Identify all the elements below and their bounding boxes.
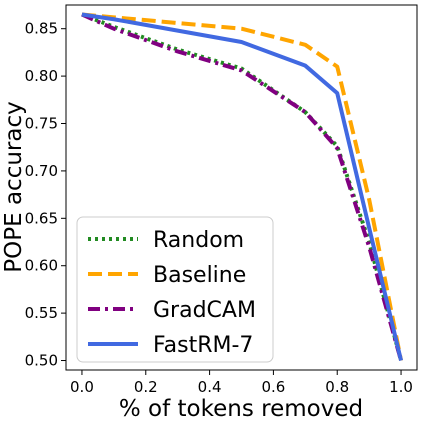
legend: Random Baseline GradCAM FastRM-7 [76, 216, 274, 363]
x-axis-label: % of tokens removed [119, 396, 363, 422]
y-tick-label: 0.85 [25, 20, 58, 38]
y-tick-label: 0.60 [25, 257, 58, 275]
series-line-baseline [81, 12, 404, 361]
legend-label-fastrm-7: FastRM-7 [153, 333, 253, 358]
y-tick-label: 0.50 [25, 352, 58, 370]
y-axis-label: POPE accuracy [1, 101, 27, 272]
legend-items: Random Baseline GradCAM FastRM-7 [88, 228, 256, 358]
x-tick-label: 0.4 [198, 378, 222, 396]
legend-box [76, 216, 274, 363]
y-tick-label: 0.70 [25, 162, 58, 180]
x-tick-label: 0.2 [134, 378, 158, 396]
x-tick-label: 0.8 [325, 378, 349, 396]
y-tick-label: 0.55 [25, 304, 58, 322]
y-axis-ticks: 0.50 0.55 0.60 0.65 0.70 0.75 0.80 0.85 [25, 20, 66, 370]
legend-label-random: Random [153, 228, 244, 253]
series-line-gradcam [81, 12, 403, 362]
series-line-fastrm-7 [81, 12, 403, 361]
x-tick-label: 0.6 [261, 378, 285, 396]
x-tick-label: 0.0 [70, 378, 94, 396]
y-tick-label: 0.65 [25, 209, 58, 227]
x-tick-label: 1.0 [389, 378, 413, 396]
x-axis-ticks: 0.0 0.2 0.4 0.6 0.8 1.0 [70, 370, 413, 396]
y-tick-label: 0.80 [25, 67, 58, 85]
y-tick-label: 0.75 [25, 115, 58, 133]
plot-frame [65, 4, 418, 371]
legend-label-baseline: Baseline [153, 263, 246, 288]
series-layer [81, 12, 404, 362]
legend-label-gradcam: GradCAM [153, 298, 256, 323]
